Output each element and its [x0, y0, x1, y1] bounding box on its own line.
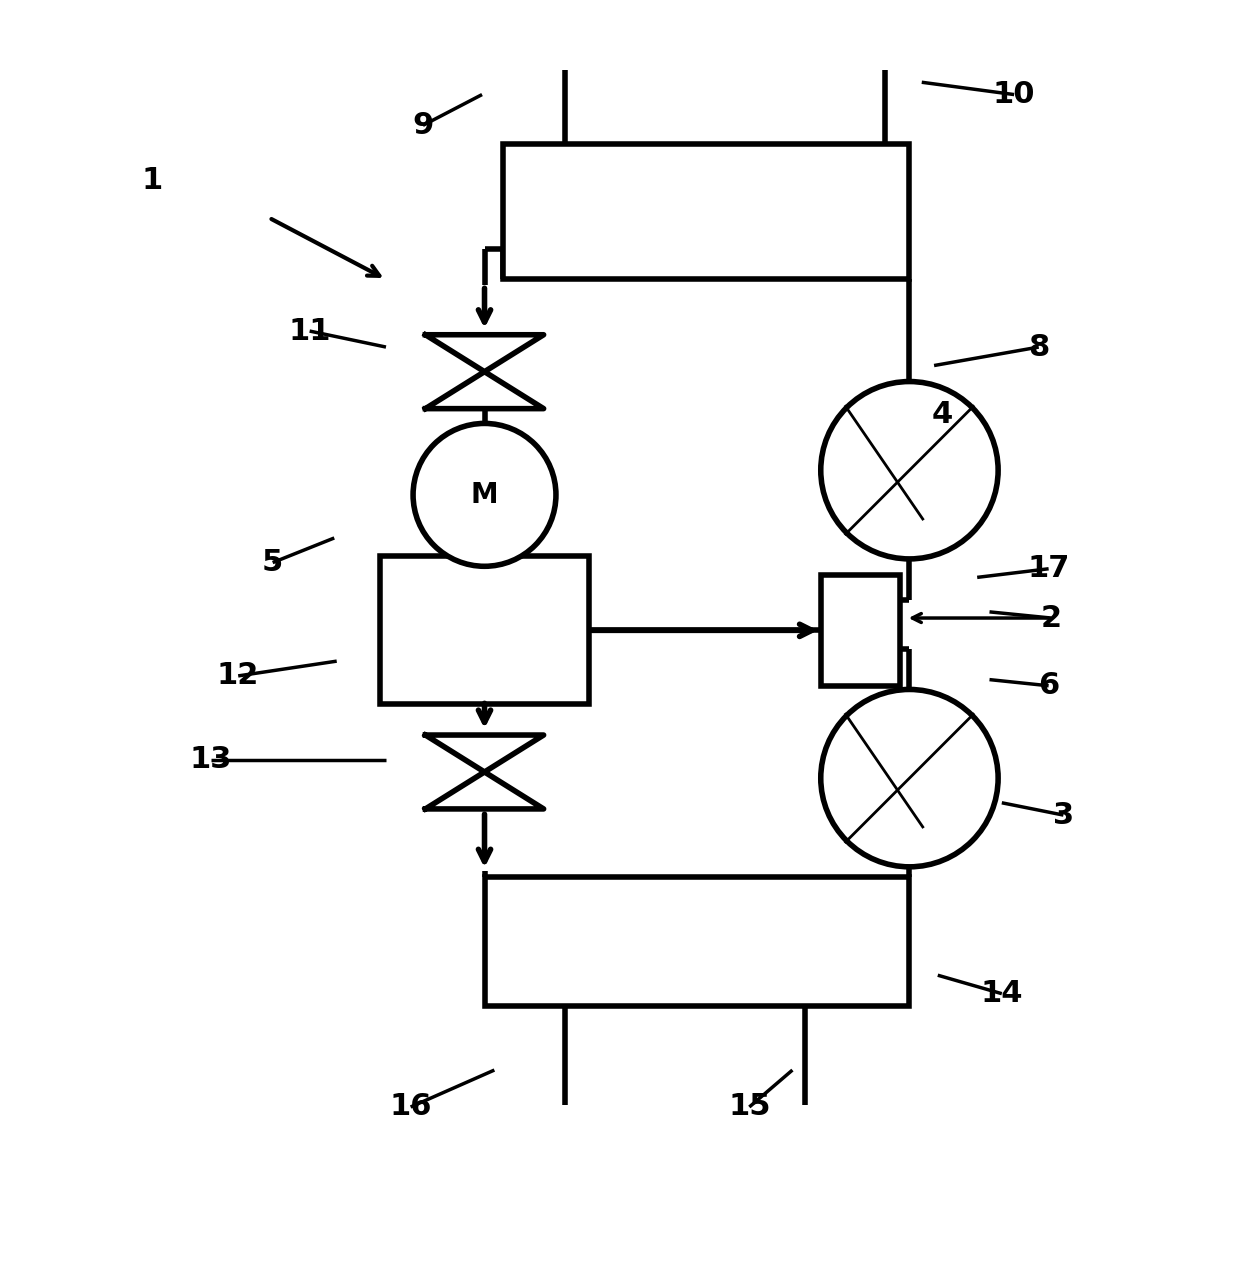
Text: 3: 3 — [1053, 801, 1074, 830]
Text: 10: 10 — [993, 80, 1035, 109]
Bar — [503, 144, 909, 279]
Text: 17: 17 — [1028, 554, 1070, 583]
Text: M: M — [471, 481, 498, 509]
Text: 1: 1 — [141, 167, 162, 195]
Text: 16: 16 — [389, 1092, 432, 1122]
Text: 2: 2 — [1040, 603, 1061, 633]
Text: 14: 14 — [981, 979, 1023, 1008]
Text: 9: 9 — [412, 111, 434, 140]
Text: 4: 4 — [932, 400, 954, 429]
Text: 8: 8 — [1028, 332, 1049, 362]
Text: 6: 6 — [1038, 671, 1059, 700]
Circle shape — [413, 424, 556, 566]
Text: 13: 13 — [190, 745, 232, 774]
Text: 15: 15 — [728, 1092, 770, 1122]
Bar — [379, 556, 589, 704]
Text: 12: 12 — [217, 662, 259, 690]
Text: 11: 11 — [289, 317, 331, 345]
Bar — [485, 877, 909, 1006]
Text: 5: 5 — [262, 549, 283, 577]
Circle shape — [821, 382, 998, 559]
Circle shape — [821, 690, 998, 867]
Bar — [821, 575, 899, 686]
